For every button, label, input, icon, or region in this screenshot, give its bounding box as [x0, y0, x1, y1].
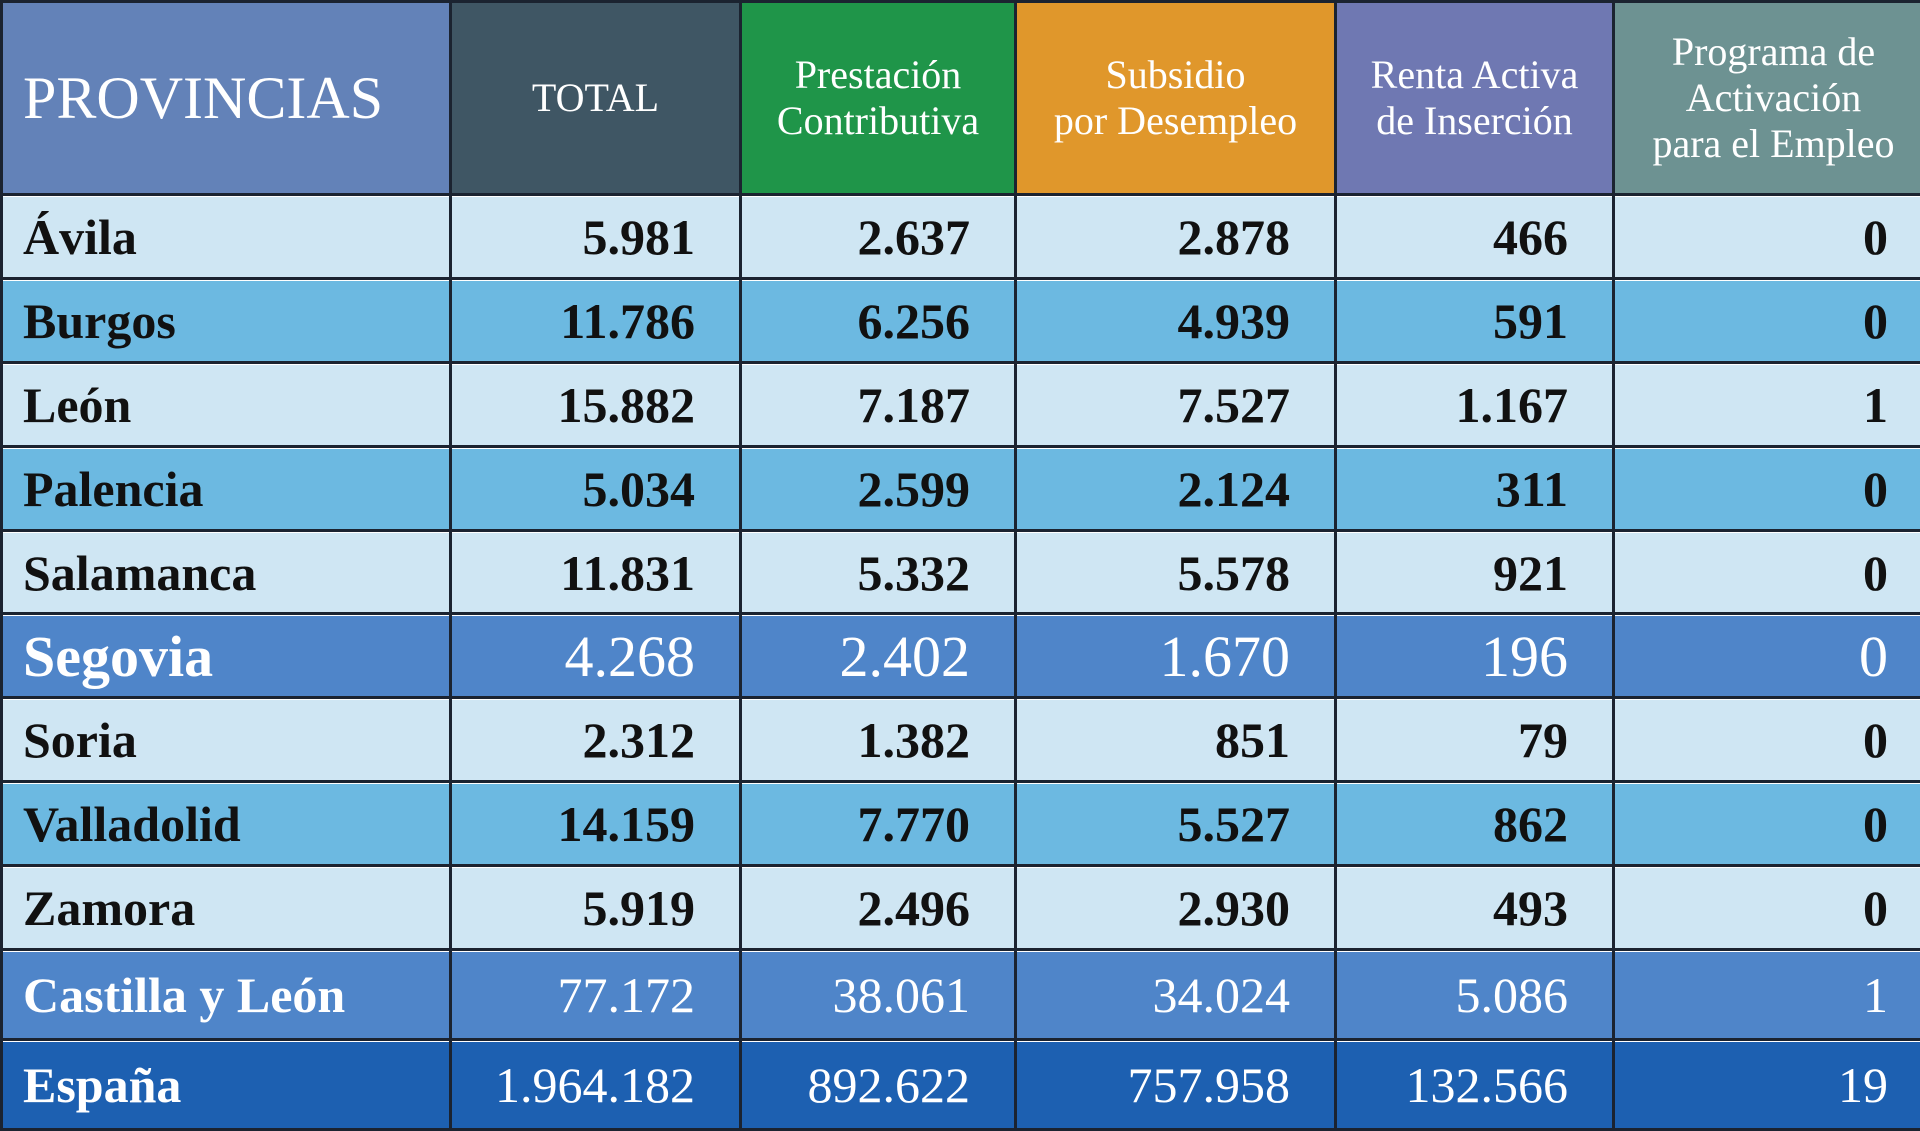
value-cell: 1	[1615, 363, 1920, 445]
value-cell: 5.919	[452, 867, 739, 949]
table-row: Salamanca 11.831 5.332 5.578 921 0	[3, 531, 1920, 613]
table-row: Palencia 5.034 2.599 2.124 311 0	[3, 447, 1920, 529]
column-header: Prestación Contributiva	[742, 3, 1014, 193]
table-row: Valladolid 14.159 7.770 5.527 862 0	[3, 783, 1920, 865]
value-cell: 7.770	[742, 783, 1014, 865]
value-cell: 311	[1337, 447, 1612, 529]
value-cell: 7.187	[742, 363, 1014, 445]
value-cell: 0	[1615, 783, 1920, 865]
value-cell: 5.527	[1017, 783, 1334, 865]
province-cell: Salamanca	[3, 531, 449, 613]
value-cell: 4.939	[1017, 279, 1334, 361]
province-cell: Zamora	[3, 867, 449, 949]
value-cell: 5.981	[452, 196, 739, 277]
value-cell: 2.930	[1017, 867, 1334, 949]
column-header: PROVINCIAS	[3, 3, 449, 193]
value-cell: 2.402	[742, 615, 1014, 697]
value-cell: 1.167	[1337, 363, 1612, 445]
value-cell: 2.599	[742, 447, 1014, 529]
value-cell: 132.566	[1337, 1040, 1612, 1128]
value-cell: 34.024	[1017, 951, 1334, 1038]
value-cell: 0	[1615, 699, 1920, 781]
province-cell: Ávila	[3, 196, 449, 277]
column-header: TOTAL	[452, 3, 739, 193]
value-cell: 5.578	[1017, 531, 1334, 613]
value-cell: 4.268	[452, 615, 739, 697]
value-cell: 0	[1615, 279, 1920, 361]
table-body: Ávila 5.981 2.637 2.878 466 0 Burgos 11.786 6.25…	[3, 196, 1920, 1128]
value-cell: 79	[1337, 699, 1612, 781]
value-cell: 19	[1615, 1040, 1920, 1128]
table-row: Castilla y León 77.172 38.061 34.024 5.086 1	[3, 951, 1920, 1038]
value-cell: 757.958	[1017, 1040, 1334, 1128]
value-cell: 851	[1017, 699, 1334, 781]
value-cell: 6.256	[742, 279, 1014, 361]
value-cell: 0	[1615, 867, 1920, 949]
table-row: León 15.882 7.187 7.527 1.167 1	[3, 363, 1920, 445]
value-cell: 466	[1337, 196, 1612, 277]
value-cell: 7.527	[1017, 363, 1334, 445]
value-cell: 5.086	[1337, 951, 1612, 1038]
table-row: Segovia 4.268 2.402 1.670 196 0	[3, 615, 1920, 697]
value-cell: 892.622	[742, 1040, 1014, 1128]
value-cell: 15.882	[452, 363, 739, 445]
header-row: PROVINCIAS TOTAL Prestación Contributiva Su…	[3, 3, 1920, 193]
value-cell: 0	[1615, 615, 1920, 697]
value-cell: 5.034	[452, 447, 739, 529]
value-cell: 591	[1337, 279, 1612, 361]
province-cell: Burgos	[3, 279, 449, 361]
table-row: Ávila 5.981 2.637 2.878 466 0	[3, 196, 1920, 277]
province-cell: Castilla y León	[3, 951, 449, 1038]
value-cell: 2.496	[742, 867, 1014, 949]
value-cell: 1	[1615, 951, 1920, 1038]
value-cell: 862	[1337, 783, 1612, 865]
table-row: Zamora 5.919 2.496 2.930 493 0	[3, 867, 1920, 949]
value-cell: 921	[1337, 531, 1612, 613]
table-row: Burgos 11.786 6.256 4.939 591 0	[3, 279, 1920, 361]
value-cell: 1.670	[1017, 615, 1334, 697]
province-cell: Palencia	[3, 447, 449, 529]
table-row: España 1.964.182 892.622 757.958 132.566 19	[3, 1040, 1920, 1128]
value-cell: 1.382	[742, 699, 1014, 781]
value-cell: 2.878	[1017, 196, 1334, 277]
column-header: Subsidio por Desempleo	[1017, 3, 1334, 193]
value-cell: 2.124	[1017, 447, 1334, 529]
value-cell: 11.786	[452, 279, 739, 361]
value-cell: 5.332	[742, 531, 1014, 613]
value-cell: 2.637	[742, 196, 1014, 277]
province-cell: Soria	[3, 699, 449, 781]
value-cell: 1.964.182	[452, 1040, 739, 1128]
value-cell: 493	[1337, 867, 1612, 949]
value-cell: 2.312	[452, 699, 739, 781]
value-cell: 0	[1615, 531, 1920, 613]
value-cell: 11.831	[452, 531, 739, 613]
value-cell: 38.061	[742, 951, 1014, 1038]
value-cell: 14.159	[452, 783, 739, 865]
value-cell: 0	[1615, 447, 1920, 529]
value-cell: 0	[1615, 196, 1920, 277]
value-cell: 77.172	[452, 951, 739, 1038]
province-cell: León	[3, 363, 449, 445]
province-cell: España	[3, 1040, 449, 1128]
value-cell: 196	[1337, 615, 1612, 697]
column-header: Renta Activa de Inserción	[1337, 3, 1612, 193]
province-cell: Segovia	[3, 615, 449, 697]
table-row: Soria 2.312 1.382 851 79 0	[3, 699, 1920, 781]
province-cell: Valladolid	[3, 783, 449, 865]
column-header: Programa de Activación para el Empleo	[1615, 3, 1920, 193]
